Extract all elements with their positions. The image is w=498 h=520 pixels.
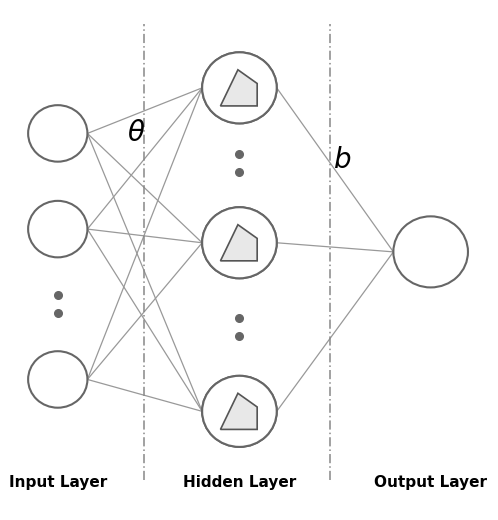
Circle shape <box>202 207 277 278</box>
Circle shape <box>202 376 277 447</box>
Text: $b$: $b$ <box>333 147 352 174</box>
Polygon shape <box>221 393 257 430</box>
Circle shape <box>202 207 277 278</box>
Text: $\theta$: $\theta$ <box>127 120 146 147</box>
Circle shape <box>202 53 277 123</box>
Circle shape <box>393 216 468 288</box>
Circle shape <box>28 105 88 162</box>
Polygon shape <box>221 225 257 261</box>
Circle shape <box>28 201 88 257</box>
Polygon shape <box>221 70 257 106</box>
Circle shape <box>28 351 88 408</box>
Text: Input Layer: Input Layer <box>8 475 107 490</box>
Circle shape <box>202 376 277 447</box>
Polygon shape <box>221 70 257 106</box>
Polygon shape <box>221 225 257 261</box>
Polygon shape <box>221 393 257 430</box>
Text: Output Layer: Output Layer <box>374 475 487 490</box>
Circle shape <box>202 53 277 123</box>
Text: Hidden Layer: Hidden Layer <box>183 475 296 490</box>
